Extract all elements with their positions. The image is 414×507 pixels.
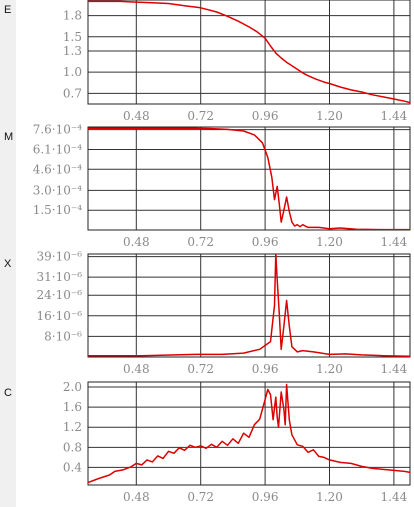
x-tick-label-m: 0.72 — [187, 235, 214, 249]
x-tick-label-m: 0.96 — [252, 235, 279, 249]
plot-frame-c — [87, 381, 411, 486]
series-line-m-0 — [88, 127, 410, 230]
chart-panel-c: 0.48 0.72 0.96 1.20 1.44 0.4 0.8 1.2 1.6 2.0 — [63, 380, 411, 504]
x-tick-label-c: 0.96 — [252, 490, 279, 504]
y-tick-label-x: 8·10⁻⁶ — [44, 329, 82, 343]
y-tick-label-x: 31·10⁻⁶ — [37, 270, 83, 284]
y-tick-label-m: 7.6·10⁻⁴ — [33, 123, 83, 137]
y-tick-label-m: 4.6·10⁻⁴ — [33, 162, 83, 176]
y-tick-label-x: 39·10⁻⁶ — [37, 250, 83, 264]
y-tick-label-c: 2.0 — [63, 380, 82, 394]
x-tick-label-e: 0.72 — [187, 109, 214, 123]
x-tick-label-m: 0.48 — [123, 235, 150, 249]
x-tick-label-x: 0.48 — [123, 362, 150, 376]
y-tick-label-c: 0.8 — [63, 440, 82, 454]
y-tick-label-c: 0.4 — [63, 460, 82, 474]
panel-letter-e: E — [4, 4, 12, 16]
y-tick-label-e: 1.3 — [63, 44, 82, 58]
chart-panel-m: 0.48 0.72 0.96 1.20 1.44 1.5·10⁻⁴ 3.0·10⁻⁴ 4.6·… — [33, 123, 411, 249]
x-tick-label-c: 1.44 — [381, 490, 408, 504]
panel-label-strip — [0, 0, 16, 507]
x-tick-label-e: 0.48 — [123, 109, 150, 123]
x-tick-label-m: 1.20 — [316, 235, 343, 249]
plot-frame-m — [87, 126, 411, 231]
x-tick-label-x: 1.20 — [316, 362, 343, 376]
y-tick-label-e: 1.0 — [63, 65, 82, 79]
plot-area-e — [88, 0, 410, 104]
plot-frame-e — [87, 0, 411, 105]
y-tick-label-c: 1.2 — [63, 420, 82, 434]
x-tick-label-e: 1.20 — [316, 109, 343, 123]
y-tick-label-c: 1.6 — [63, 400, 82, 414]
x-tick-label-x: 1.44 — [381, 362, 408, 376]
y-tick-label-e: 1.5 — [63, 30, 82, 44]
x-tick-label-e: 0.96 — [252, 109, 279, 123]
x-tick-label-c: 0.48 — [123, 490, 150, 504]
chart-panel-x: 0.48 0.72 0.96 1.20 1.44 8·10⁻⁶ 16·10⁻⁶ 24·10⁻⁶… — [37, 250, 411, 376]
series-line-c-0 — [88, 383, 410, 484]
panel-letter-x: X — [4, 258, 12, 270]
panel-letter-c: C — [4, 387, 12, 399]
plot-area-x — [88, 254, 410, 357]
y-tick-label-m: 3.0·10⁻⁴ — [33, 183, 83, 197]
x-tick-label-c: 0.72 — [187, 490, 214, 504]
x-tick-label-x: 0.96 — [252, 362, 279, 376]
y-tick-label-m: 6.1·10⁻⁴ — [33, 142, 83, 156]
plot-area-m — [88, 127, 410, 230]
y-tick-label-x: 16·10⁻⁶ — [37, 309, 83, 323]
y-tick-label-e: 0.7 — [63, 86, 82, 100]
series-line-e-0 — [88, 0, 410, 104]
chart-panel-e: 0.48 0.72 0.96 1.20 1.44 0.7 1.0 1.31.5 1.8 — [63, 0, 411, 123]
x-tick-label-e: 1.44 — [381, 109, 408, 123]
y-tick-label-m: 1.5·10⁻⁴ — [33, 203, 83, 217]
x-tick-label-m: 1.44 — [381, 235, 408, 249]
y-tick-label-e: 1.8 — [63, 9, 82, 23]
panel-letter-m: M — [4, 131, 14, 143]
plot-frame-x — [87, 253, 411, 358]
x-tick-label-x: 0.72 — [187, 362, 214, 376]
x-tick-label-c: 1.20 — [316, 490, 343, 504]
y-tick-label-x: 24·10⁻⁶ — [37, 288, 83, 302]
series-line-x-0 — [88, 254, 410, 357]
